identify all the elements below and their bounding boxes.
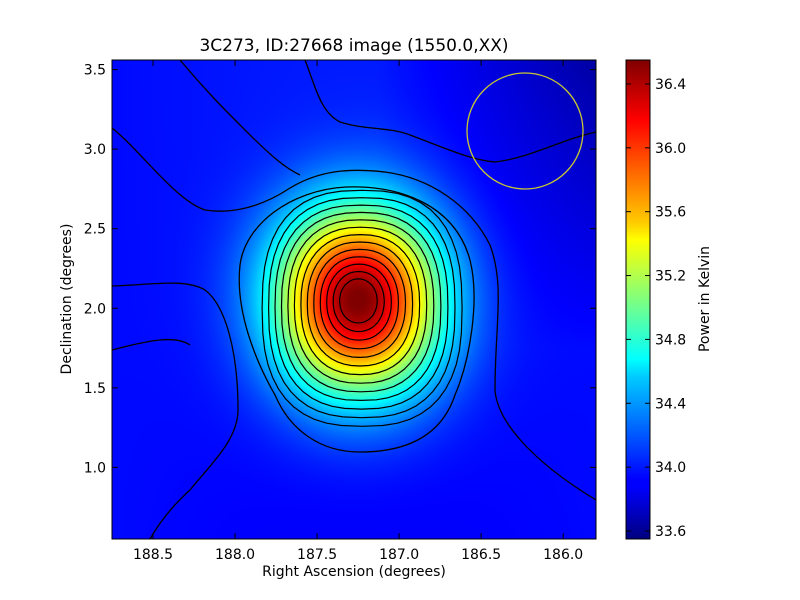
contour-line-left-middle [112, 338, 191, 351]
colorbar-tick-label: 33.6 [655, 524, 686, 540]
y-axis: 1.0 1.5 2.0 2.5 3.0 3.5 [84, 63, 596, 476]
x-tick-label: 188.5 [133, 547, 173, 563]
contour-line-left-lower [112, 282, 239, 539]
contour-ring [306, 241, 414, 367]
contour-line-top-left [179, 60, 301, 176]
contour-ring [300, 233, 421, 376]
x-tick-label: 187.5 [297, 547, 337, 563]
x-axis: 188.5 188.0 187.5 187.0 186.5 186.0 [133, 60, 583, 563]
contour-ring [293, 226, 428, 384]
contour-lines [112, 60, 596, 539]
x-tick-label: 186.0 [543, 547, 583, 563]
colorbar: 33.6 34.0 34.4 34.8 35.2 35.6 36.0 36.4 Power i… [625, 59, 713, 540]
colorbar-label: Power in Kelvin [697, 246, 713, 352]
contour-ring [287, 219, 435, 393]
heatmap-image [112, 60, 596, 539]
x-axis-label: Right Ascension (degrees) [262, 564, 446, 580]
contour-ring [261, 189, 463, 427]
contour-line-top-right [304, 60, 596, 163]
beam-circle [466, 72, 584, 190]
contour-ring-1 [238, 186, 475, 453]
colorbar-tick-label: 36.0 [655, 141, 686, 157]
colorbar-tick-label: 34.8 [655, 332, 686, 348]
contour-ring [313, 248, 407, 359]
y-axis-label: Declination (degrees) [59, 224, 75, 375]
contour-ring [338, 278, 378, 324]
inner-contours [261, 189, 463, 427]
contour-ring [326, 263, 392, 341]
colorbar-tick-label: 34.0 [655, 460, 686, 476]
x-tick-label: 188.0 [215, 547, 255, 563]
plot-area [111, 59, 597, 540]
chart-title: 3C273, ID:27668 image (1550.0,XX) [199, 36, 508, 56]
contour-ring [319, 256, 400, 350]
x-tick-label: 187.0 [379, 547, 419, 563]
contour-ring [332, 270, 385, 333]
colorbar-tick-label: 36.4 [655, 77, 686, 93]
y-tick-label: 3.0 [84, 142, 106, 158]
contour-ring [274, 204, 449, 410]
colorbar-tick-label: 34.4 [655, 396, 686, 412]
y-tick-label: 1.0 [84, 460, 106, 476]
y-tick-label: 2.0 [84, 301, 106, 317]
x-tick-label: 186.5 [461, 547, 501, 563]
contour-ring [280, 211, 442, 402]
plot-frame [111, 59, 597, 540]
y-tick-label: 3.5 [84, 63, 106, 79]
colorbar-tick-label: 35.6 [655, 205, 686, 221]
contour-line-left-upper [112, 127, 596, 501]
colorbar-gradient [625, 59, 651, 540]
contour-ring [267, 197, 456, 419]
colorbar-ticks: 33.6 34.0 34.4 34.8 35.2 35.6 36.0 36.4 [626, 77, 686, 540]
colorbar-tick-label: 35.2 [655, 269, 686, 285]
y-tick-label: 1.5 [84, 381, 106, 397]
y-tick-label: 2.5 [84, 222, 106, 238]
